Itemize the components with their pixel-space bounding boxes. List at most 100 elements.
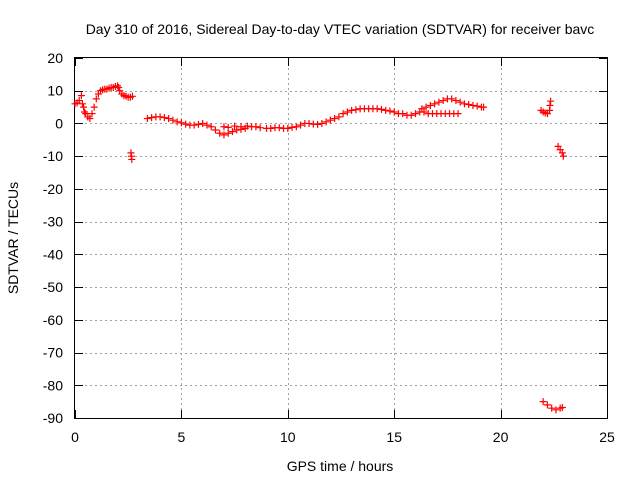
data-point bbox=[288, 123, 296, 131]
data-point bbox=[143, 115, 151, 123]
data-point bbox=[80, 103, 88, 111]
y-tick-label: -80 bbox=[43, 377, 63, 393]
data-point bbox=[382, 106, 390, 114]
y-tick-label: -10 bbox=[43, 148, 63, 164]
data-point bbox=[207, 123, 215, 131]
data-point bbox=[411, 110, 419, 118]
data-point bbox=[190, 121, 198, 129]
data-point bbox=[377, 105, 385, 113]
data-point bbox=[559, 152, 567, 160]
data-point bbox=[448, 95, 456, 103]
data-point bbox=[454, 110, 462, 118]
data-point bbox=[224, 123, 232, 131]
data-point bbox=[386, 107, 394, 115]
data-point bbox=[173, 118, 181, 126]
data-point bbox=[343, 108, 351, 116]
data-point bbox=[92, 95, 100, 103]
y-axis-label: SDTVAR / TECUs bbox=[5, 182, 21, 294]
data-point bbox=[539, 398, 547, 406]
data-point bbox=[90, 103, 98, 111]
data-point bbox=[177, 119, 185, 127]
data-point bbox=[220, 131, 228, 139]
data-point bbox=[115, 83, 123, 91]
data-point bbox=[86, 115, 94, 123]
data-point bbox=[426, 101, 434, 109]
x-axis-label: GPS time / hours bbox=[287, 458, 394, 474]
data-point bbox=[165, 115, 173, 123]
data-point bbox=[194, 120, 202, 128]
data-point bbox=[390, 108, 398, 116]
data-point bbox=[199, 119, 207, 127]
data-point bbox=[160, 114, 168, 122]
data-point bbox=[231, 122, 239, 130]
data-point bbox=[169, 116, 177, 124]
y-tick-label: -30 bbox=[43, 214, 63, 230]
grid bbox=[75, 58, 607, 418]
y-tick-labels: 20 10 0 -10 -20 -30 -40 -50 -60 -70 -80 -90 bbox=[43, 50, 63, 426]
data-point bbox=[216, 129, 224, 137]
data-point bbox=[148, 114, 156, 122]
data-point bbox=[88, 110, 96, 118]
data-point bbox=[558, 149, 566, 157]
data-point bbox=[211, 126, 219, 134]
data-point bbox=[435, 98, 443, 106]
y-tick-label: -70 bbox=[43, 345, 63, 361]
data-point bbox=[75, 97, 83, 105]
data-point bbox=[452, 97, 460, 105]
data-point bbox=[78, 100, 86, 108]
data-point bbox=[439, 97, 447, 105]
y-tick-label: -50 bbox=[43, 279, 63, 295]
x-tick-label: 20 bbox=[493, 429, 509, 445]
x-tick-labels: 0 5 10 15 20 25 bbox=[71, 429, 615, 445]
data-point bbox=[552, 406, 560, 414]
data-point bbox=[284, 124, 292, 132]
data-point bbox=[348, 106, 356, 114]
data-point bbox=[473, 102, 481, 110]
data-point bbox=[352, 106, 360, 114]
x-tick-label: 25 bbox=[599, 429, 615, 445]
axis-ticks bbox=[75, 58, 608, 419]
y-tick-label: 0 bbox=[55, 115, 63, 131]
data-point bbox=[256, 124, 264, 132]
data-point bbox=[305, 119, 313, 127]
data-point bbox=[399, 110, 407, 118]
data-point bbox=[422, 103, 430, 111]
data-point bbox=[224, 129, 232, 137]
data-point bbox=[407, 111, 415, 119]
x-tick-label: 5 bbox=[178, 429, 186, 445]
data-point bbox=[558, 404, 566, 412]
plot-frame bbox=[74, 57, 608, 419]
data-point bbox=[128, 92, 136, 100]
data-point bbox=[543, 401, 551, 409]
data-point bbox=[339, 110, 347, 118]
data-point bbox=[297, 121, 305, 129]
chart-title: Day 310 of 2016, Sidereal Day-to-day VTE… bbox=[86, 21, 595, 37]
data-point bbox=[81, 108, 89, 116]
data-point bbox=[220, 123, 228, 131]
data-point bbox=[548, 404, 556, 412]
data-point bbox=[373, 105, 381, 113]
x-tick-label: 10 bbox=[280, 429, 296, 445]
data-point bbox=[547, 97, 555, 105]
y-tick-label: -20 bbox=[43, 181, 63, 197]
data-point bbox=[243, 122, 251, 130]
data-point bbox=[465, 100, 473, 108]
x-tick-label: 0 bbox=[71, 429, 79, 445]
y-tick-label: -40 bbox=[43, 246, 63, 262]
data-point bbox=[156, 113, 164, 121]
data-point bbox=[314, 120, 322, 128]
data-point bbox=[237, 123, 245, 131]
data-point bbox=[326, 116, 334, 124]
data-point bbox=[335, 113, 343, 121]
data-point bbox=[252, 123, 260, 131]
data-point bbox=[480, 103, 488, 111]
data-point bbox=[331, 115, 339, 123]
data-point bbox=[318, 119, 326, 127]
data-points bbox=[71, 82, 567, 414]
y-tick-label: 20 bbox=[47, 50, 63, 66]
data-point bbox=[546, 101, 554, 109]
data-point bbox=[233, 126, 241, 134]
x-tick-label: 15 bbox=[386, 429, 402, 445]
data-point bbox=[228, 128, 236, 136]
